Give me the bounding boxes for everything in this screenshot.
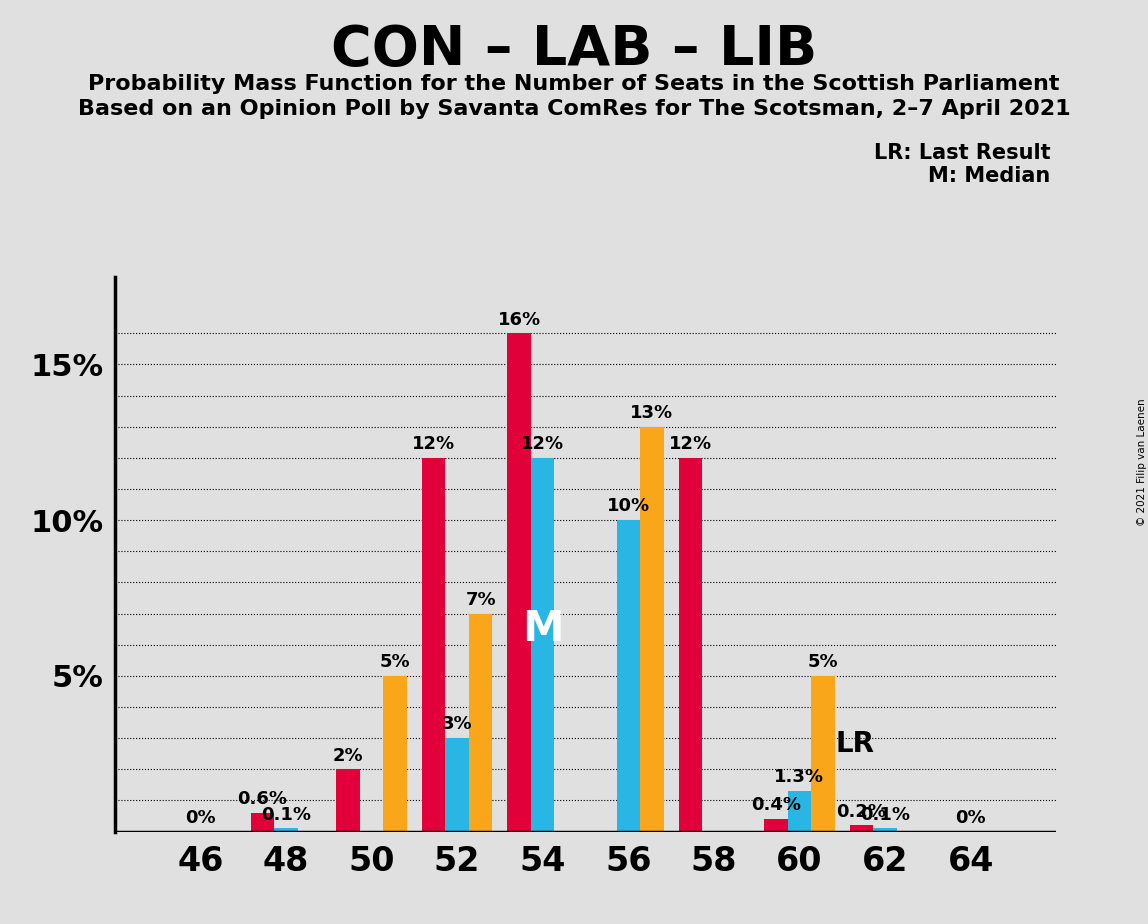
Text: © 2021 Filip van Laenen: © 2021 Filip van Laenen: [1138, 398, 1147, 526]
Bar: [507, 334, 530, 832]
Text: 3%: 3%: [442, 715, 473, 734]
Text: 2%: 2%: [333, 747, 363, 765]
Text: 5%: 5%: [808, 653, 838, 671]
Bar: [383, 675, 406, 832]
Bar: [788, 791, 812, 832]
Text: 12%: 12%: [669, 435, 712, 453]
Bar: [678, 458, 703, 832]
Bar: [421, 458, 445, 832]
Text: LR: Last Result: LR: Last Result: [874, 143, 1050, 164]
Bar: [336, 770, 359, 832]
Text: 0.2%: 0.2%: [837, 803, 886, 821]
Text: 5%: 5%: [380, 653, 410, 671]
Bar: [812, 675, 835, 832]
Text: 1.3%: 1.3%: [775, 769, 824, 786]
Bar: [250, 813, 274, 832]
Text: 0.4%: 0.4%: [751, 796, 801, 814]
Text: 0%: 0%: [955, 808, 986, 827]
Text: 16%: 16%: [497, 310, 541, 329]
Text: 0%: 0%: [185, 808, 216, 827]
Text: 10%: 10%: [606, 497, 650, 516]
Bar: [274, 829, 297, 832]
Text: 12%: 12%: [521, 435, 565, 453]
Text: 0.1%: 0.1%: [261, 806, 311, 824]
Text: M: M: [522, 608, 564, 650]
Bar: [616, 520, 641, 832]
Text: CON – LAB – LIB: CON – LAB – LIB: [331, 23, 817, 77]
Bar: [530, 458, 554, 832]
Text: 12%: 12%: [412, 435, 455, 453]
Bar: [445, 738, 468, 832]
Text: 0.1%: 0.1%: [860, 806, 910, 824]
Text: LR: LR: [836, 730, 875, 759]
Bar: [468, 614, 492, 832]
Bar: [765, 820, 788, 832]
Text: 0.6%: 0.6%: [238, 790, 287, 808]
Bar: [874, 829, 897, 832]
Text: 7%: 7%: [465, 591, 496, 609]
Bar: [850, 825, 874, 832]
Text: M: Median: M: Median: [929, 166, 1050, 187]
Text: Based on an Opinion Poll by Savanta ComRes for The Scotsman, 2–7 April 2021: Based on an Opinion Poll by Savanta ComR…: [78, 99, 1070, 119]
Text: Probability Mass Function for the Number of Seats in the Scottish Parliament: Probability Mass Function for the Number…: [88, 74, 1060, 94]
Text: 13%: 13%: [630, 404, 674, 422]
Bar: [641, 427, 664, 832]
